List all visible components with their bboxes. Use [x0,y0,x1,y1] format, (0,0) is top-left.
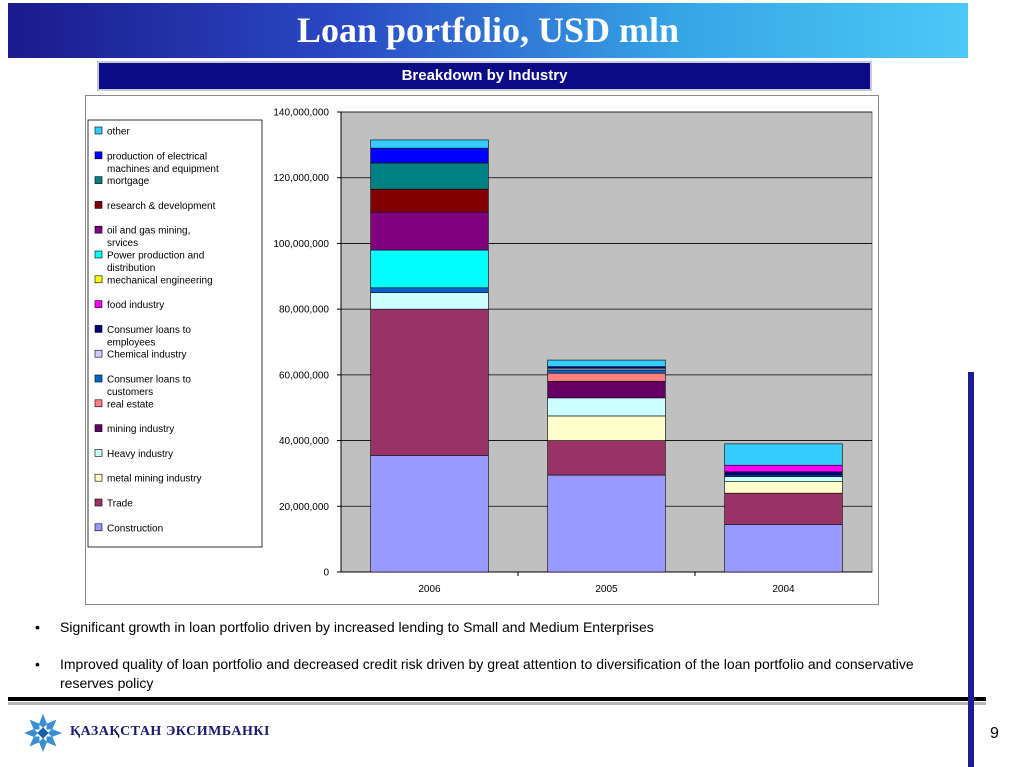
y-tick-label: 100,000,000 [273,239,329,250]
bar-segment [724,481,843,494]
stacked-bar-chart: 0 20,000,000 40,000,000 60,000,000 80,000,00… [87,108,873,595]
legend-swatch [94,523,103,532]
footer-divider-shadow [8,702,986,705]
bar-segment [724,476,843,482]
subtitle-bar: Breakdown by Industry [97,61,872,91]
y-tick-label: 20,000,000 [279,502,329,513]
bullet-marker: • [35,656,40,672]
bar-segment [370,188,489,213]
bullet-list: • Significant growth in loan portfolio d… [35,618,935,711]
x-tick-label: 2005 [595,584,618,595]
y-tick-label: 60,000,000 [279,370,329,381]
title-bar: Loan portfolio, USD mln [8,3,968,58]
legend-swatch [94,126,103,135]
bank-logo-icon [24,714,62,752]
legend-label: Chemical industry [107,350,186,361]
bar-segment [370,139,489,149]
legend-swatch [94,424,103,432]
legend-swatch [94,300,103,308]
bank-name: ҚАЗАҚСТАН ЭКСИМБАНКІ [70,724,270,739]
bar-segment [547,372,666,382]
bullet-item: • Significant growth in loan portfolio d… [35,618,935,637]
y-tick-label: 80,000,000 [279,305,329,316]
bullet-item: • Improved quality of loan portfolio and… [35,655,935,693]
bar-segment [370,292,489,310]
legend-swatch [94,349,103,358]
bar-segment [370,308,489,456]
legend-label: Construction [107,523,163,534]
bar-segment [724,443,843,466]
legend-label: metal mining industry [107,474,201,485]
bar-segment [724,524,843,573]
legend-swatch [94,176,103,184]
legend-swatch [94,449,103,457]
bar-segment [547,474,666,573]
bar-segment [370,147,489,164]
legend-swatch [94,275,103,284]
y-tick-label: 140,000,000 [273,108,329,119]
y-tick-label: 40,000,000 [279,436,329,447]
bar-segment [547,397,666,417]
legend-label: production of electrical machines and equ… [107,151,219,175]
legend-label: research & development [107,201,216,212]
legend-label: real estate [107,399,154,410]
bar-segment [547,381,666,399]
bullet-text: Significant growth in loan portfolio dri… [60,619,654,635]
side-accent-bar [968,372,974,767]
legend-box [87,119,263,548]
legend-label: food industry [107,300,164,311]
page-title: Loan portfolio, USD mln [296,10,680,50]
y-tick-label: 0 [323,568,329,579]
chart-frame: 0 20,000,000 40,000,000 60,000,000 80,000,00… [85,95,879,605]
legend-label: other [107,127,130,138]
bar-segment [724,492,843,525]
page-number: 9 [990,725,999,742]
bar-segment [547,440,666,476]
legend-label: mortgage [107,176,150,187]
bar-segment [370,455,489,573]
legend-label: mining industry [107,424,174,435]
legend-label: oil and gas mining, srvices [107,226,190,250]
legend-label: mechanical engineering [107,275,213,286]
legend-swatch [94,473,103,482]
bar-segment [547,369,666,374]
legend-swatch [94,399,103,408]
legend-swatch [94,325,103,333]
legend-label: Power production and distribution [107,251,204,275]
x-tick-label: 2006 [418,584,441,595]
bar-segment [370,211,489,251]
legend-label: Consumer loans to employees [107,325,191,349]
legend-label: Consumer loans to customers [107,375,191,399]
legend-swatch [94,374,103,383]
bar-segment [724,464,843,473]
bar-segment [547,359,666,367]
y-tick-label: 120,000,000 [273,173,329,184]
legend-swatch [94,201,103,209]
bar-segment [547,415,666,441]
footer-divider [8,697,986,701]
bullet-marker: • [35,619,40,635]
legend-swatch [94,498,103,507]
bar-segment [370,249,489,289]
chart-subtitle: Breakdown by Industry [401,67,568,84]
bar-segment [370,162,489,190]
legend-swatch [94,250,103,259]
legend-swatch [94,225,103,234]
legend-label: Trade [107,499,133,510]
x-tick-label: 2004 [772,584,795,595]
legend-label: Heavy industry [107,449,173,460]
bar-segment [724,471,843,476]
legend-swatch [94,151,103,160]
bullet-text: Improved quality of loan portfolio and d… [60,656,914,691]
bar-segment [370,287,489,294]
